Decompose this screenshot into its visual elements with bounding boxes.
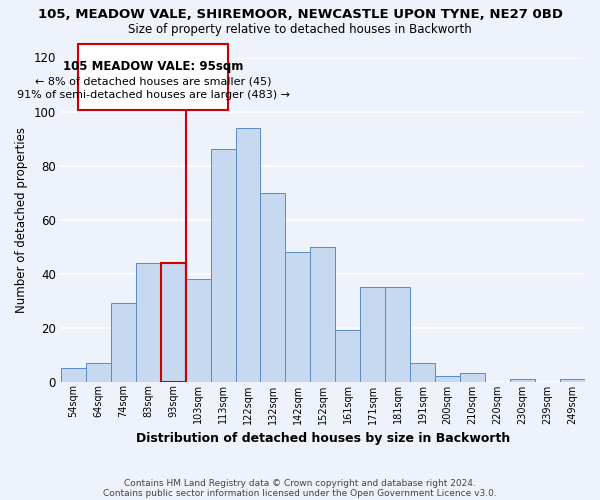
Y-axis label: Number of detached properties: Number of detached properties [15,126,28,312]
Bar [310,246,335,382]
Bar [136,262,161,382]
Bar [211,150,236,382]
Text: 91% of semi-detached houses are larger (483) →: 91% of semi-detached houses are larger (… [17,90,290,100]
Text: Contains HM Land Registry data © Crown copyright and database right 2024.: Contains HM Land Registry data © Crown c… [124,478,476,488]
Bar [435,376,460,382]
Bar [161,262,185,382]
Bar [335,330,361,382]
Text: 105, MEADOW VALE, SHIREMOOR, NEWCASTLE UPON TYNE, NE27 0BD: 105, MEADOW VALE, SHIREMOOR, NEWCASTLE U… [37,8,563,20]
Bar [111,303,136,382]
Bar [385,287,410,382]
Bar [460,374,485,382]
X-axis label: Distribution of detached houses by size in Backworth: Distribution of detached houses by size … [136,432,510,445]
Bar [86,362,111,382]
Bar [236,128,260,382]
Bar [560,379,585,382]
Bar [61,368,86,382]
Text: ← 8% of detached houses are smaller (45): ← 8% of detached houses are smaller (45) [35,76,271,86]
Bar [260,192,286,382]
Bar [410,362,435,382]
Text: Size of property relative to detached houses in Backworth: Size of property relative to detached ho… [128,22,472,36]
Bar [185,279,211,382]
FancyBboxPatch shape [78,44,228,110]
Text: 105 MEADOW VALE: 95sqm: 105 MEADOW VALE: 95sqm [63,60,244,73]
Bar [361,287,385,382]
Bar [510,379,535,382]
Bar [286,252,310,382]
Text: Contains public sector information licensed under the Open Government Licence v3: Contains public sector information licen… [103,488,497,498]
